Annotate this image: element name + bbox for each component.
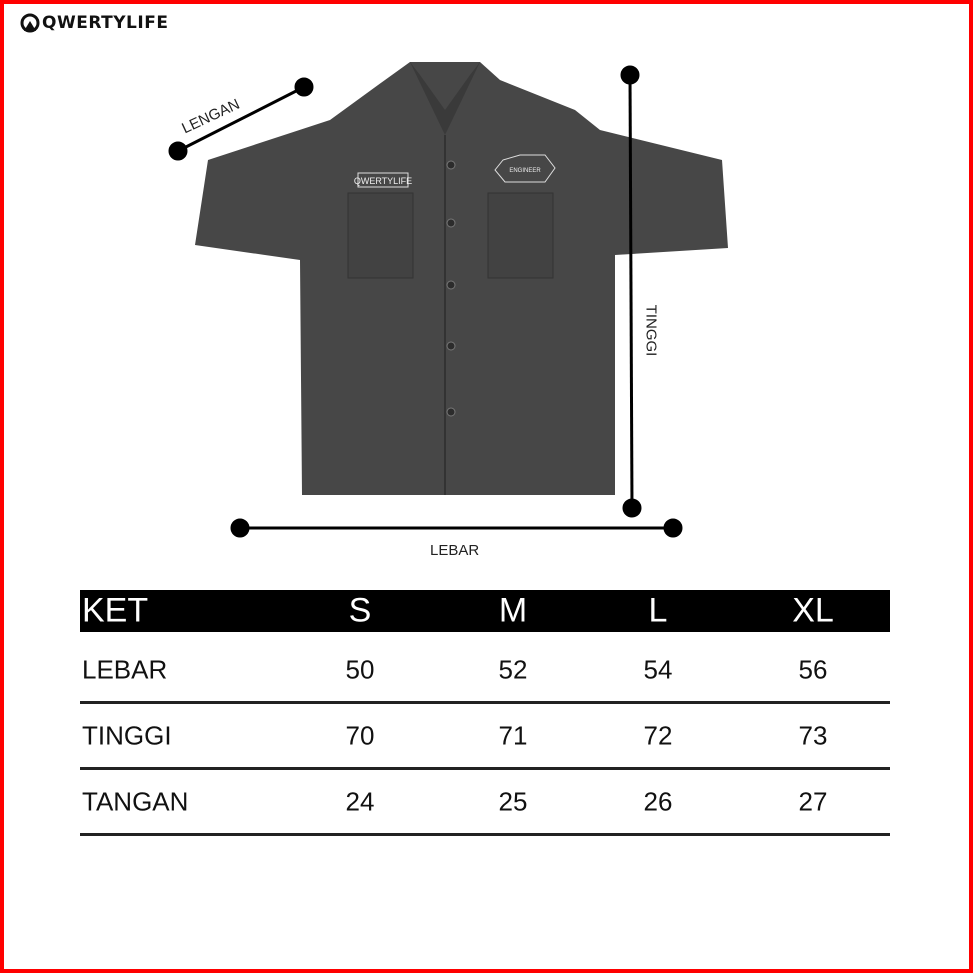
cell: 72 <box>643 720 673 750</box>
badge-text: ENGINEER <box>509 168 541 174</box>
header-ket: KET <box>82 591 149 630</box>
cell: 73 <box>798 720 828 750</box>
size-table: KET S M L XL LEBAR 50 52 54 56 TINGGI 70… <box>80 590 890 836</box>
row-label: TINGGI <box>82 720 172 750</box>
table-row: TANGAN 24 25 26 27 <box>80 770 890 836</box>
cell: 54 <box>643 654 673 684</box>
cell: 50 <box>345 654 375 684</box>
table-row: TINGGI 70 71 72 73 <box>80 704 890 770</box>
header-l: L <box>648 591 668 630</box>
cell: 24 <box>345 786 375 816</box>
cell: 25 <box>498 786 528 816</box>
cell: 70 <box>345 720 375 750</box>
collar <box>410 62 480 135</box>
cell: 56 <box>798 654 828 684</box>
row-label: TANGAN <box>82 786 189 816</box>
shirt-illustration: QWERTYLIFE ENGINEER <box>168 62 728 538</box>
engineer-badge <box>494 154 556 183</box>
height-label: TINGGI <box>642 304 660 357</box>
left-pocket <box>347 192 414 279</box>
right-pocket <box>487 192 554 279</box>
brand-patch <box>357 172 409 188</box>
header-m: M <box>498 591 528 630</box>
cell: 27 <box>798 786 828 816</box>
header-xl: XL <box>792 591 834 630</box>
patch-text: QWERTYLIFE <box>354 176 412 186</box>
cell: 26 <box>643 786 673 816</box>
logo-icon <box>20 13 40 33</box>
width-label: LEBAR <box>430 542 480 559</box>
table-row: LEBAR 50 52 54 56 <box>80 638 890 704</box>
cell: 71 <box>498 720 528 750</box>
brand-logo: QWERTYLIFE <box>20 13 168 33</box>
header-s: S <box>348 591 372 630</box>
cell: 52 <box>498 654 528 684</box>
logo-text: QWERTYLIFE <box>42 13 169 33</box>
table-header: KET S M L XL <box>80 590 890 632</box>
row-label: LEBAR <box>82 654 168 684</box>
shirt-body <box>195 62 728 495</box>
